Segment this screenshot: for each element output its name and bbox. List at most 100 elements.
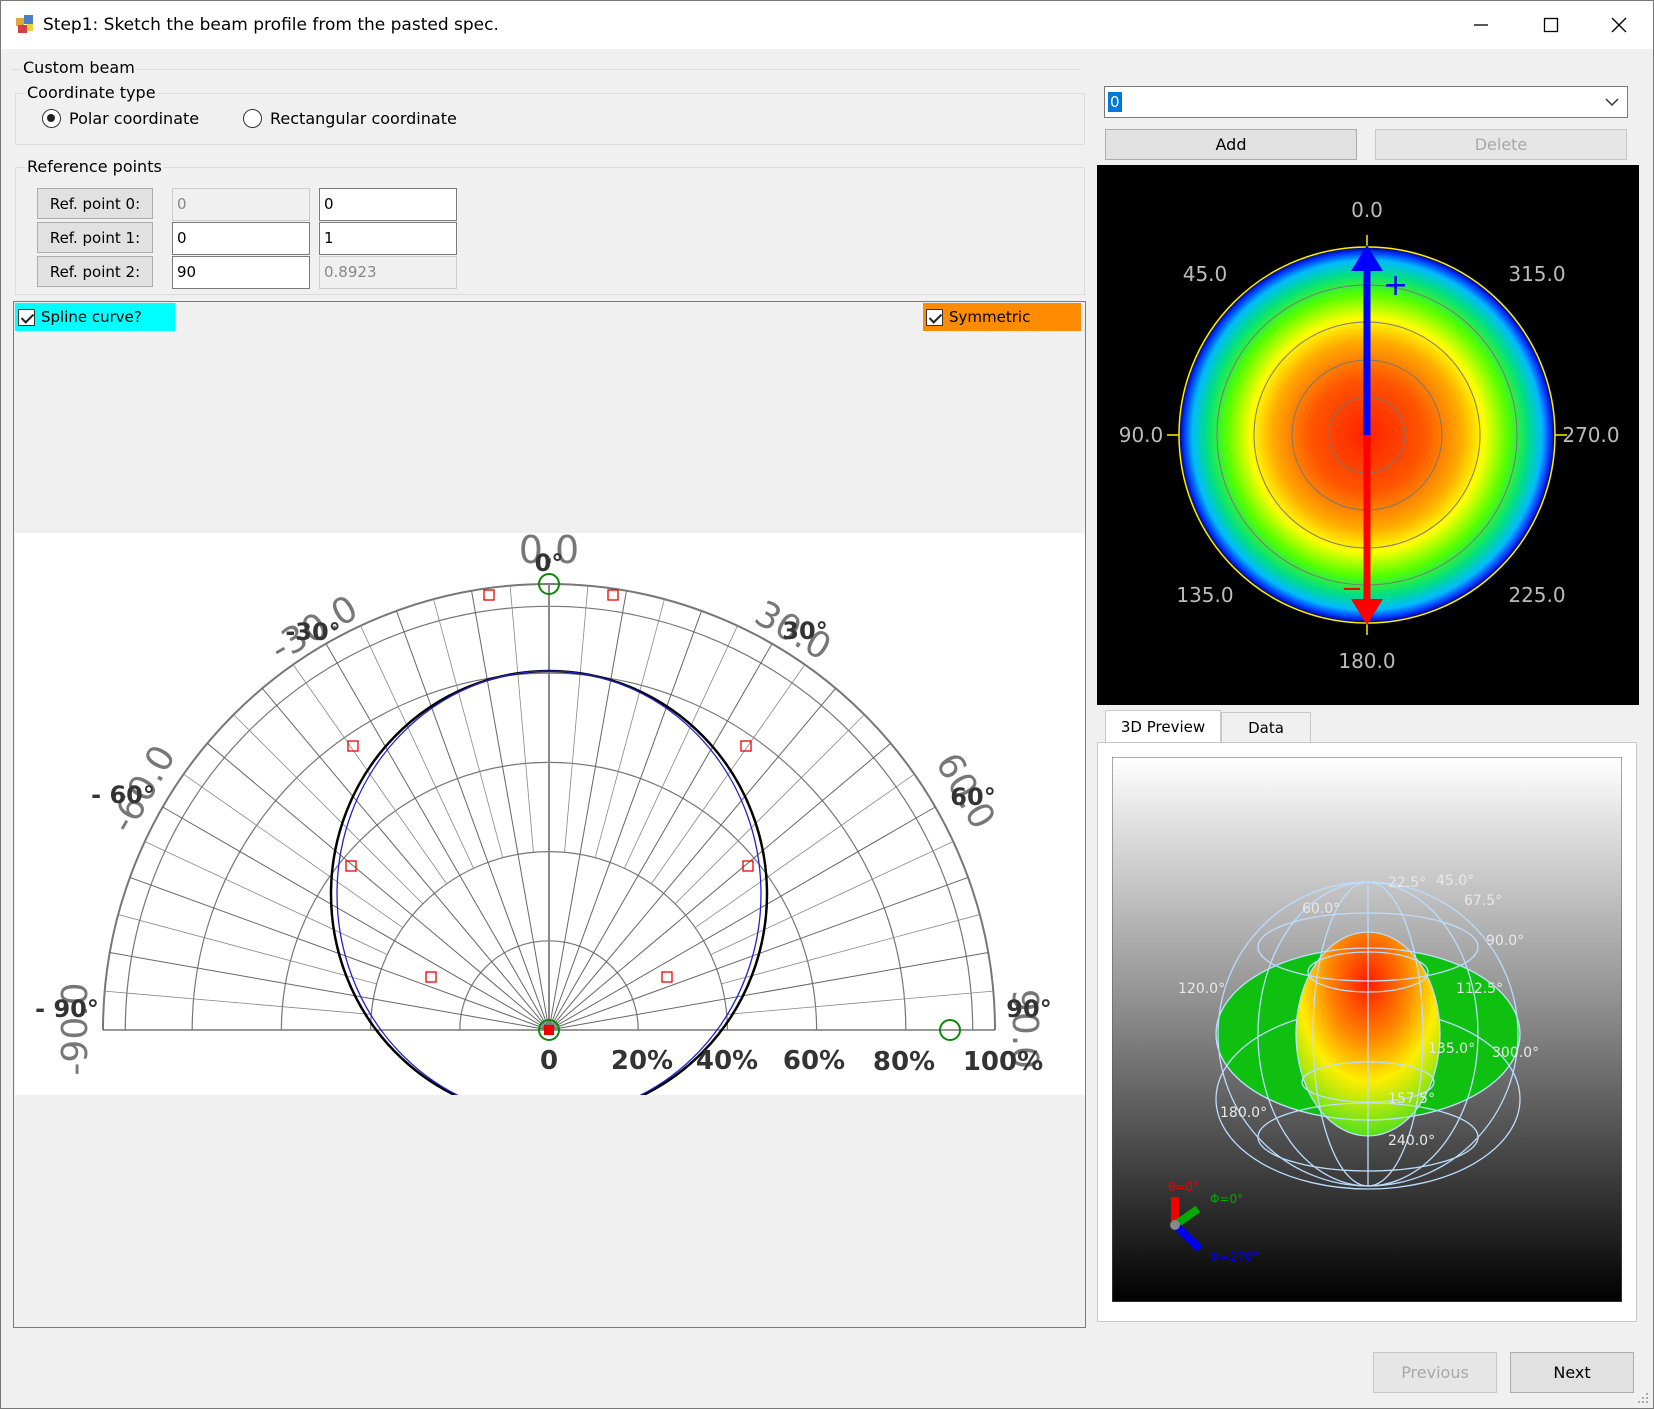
- ref-point-1-value-field[interactable]: 1: [319, 222, 457, 255]
- next-button[interactable]: Next: [1510, 1352, 1634, 1393]
- tab-3d-preview[interactable]: 3D Preview: [1105, 710, 1221, 743]
- minus-icon: −: [1341, 574, 1363, 604]
- ref-point-1-angle-field[interactable]: 0: [172, 222, 310, 255]
- angle-label-m30: -30°: [285, 618, 340, 646]
- preview-label-22-5: 22.5°: [1388, 875, 1426, 891]
- polar-spoke: [548, 590, 627, 1031]
- polar-spoke-minor: [594, 599, 665, 858]
- angle-label-m90-rot: -90.0: [55, 982, 96, 1075]
- profile-select-value: 0: [1108, 92, 1122, 112]
- polar-spoke: [471, 590, 550, 1031]
- polar-spoke-minor: [710, 841, 954, 955]
- control-point[interactable]: [347, 740, 359, 752]
- polar-spoke-minor: [674, 714, 865, 905]
- heatmap-label-270: 270.0: [1562, 423, 1619, 447]
- angle-label-m60: - 60°: [91, 781, 155, 809]
- spline-curve-checkbox[interactable]: Spline curve?: [15, 303, 175, 331]
- preview-label-112-5: 112.5°: [1456, 981, 1503, 997]
- plus-icon: +: [1383, 268, 1408, 303]
- ref-point-2-button[interactable]: Ref. point 2:: [37, 256, 153, 287]
- polar-spoke-minor: [144, 841, 388, 955]
- preview-label-67-5: 67.5°: [1464, 893, 1502, 909]
- minimize-button[interactable]: [1446, 1, 1516, 49]
- polar-coordinate-radio[interactable]: Polar coordinate: [42, 109, 199, 128]
- control-points[interactable]: [345, 589, 754, 983]
- polar-spoke: [395, 610, 550, 1031]
- spline-curve: [336, 670, 762, 1095]
- profile-select[interactable]: 0: [1104, 86, 1628, 118]
- add-button[interactable]: Add: [1105, 129, 1357, 160]
- ref-point-0-value-field[interactable]: 0: [319, 188, 457, 221]
- polar-spoke: [325, 643, 550, 1031]
- angle-label-60: 60°: [950, 783, 995, 811]
- close-button[interactable]: [1584, 1, 1654, 49]
- custom-beam-frame: [11, 69, 1081, 70]
- angle-label-0: 0°: [535, 549, 564, 577]
- polar-spoke-minor: [183, 773, 404, 929]
- heatmap-label-45: 45.0: [1183, 262, 1228, 286]
- control-point[interactable]: [425, 971, 437, 983]
- radio-unselected-icon: [243, 109, 262, 128]
- axis-phi0-label: Φ=0°: [1210, 1192, 1243, 1206]
- heatmap-label-135: 135.0: [1176, 583, 1233, 607]
- angle-label-30: 30°: [782, 617, 827, 645]
- tab-data[interactable]: Data: [1221, 712, 1311, 742]
- polar-spoke-minor: [509, 585, 534, 853]
- preview-label-157-5: 157.5°: [1388, 1091, 1435, 1107]
- polar-spoke: [548, 643, 773, 1031]
- rectangular-coordinate-label: Rectangular coordinate: [270, 109, 457, 128]
- radial-label-0: 0: [540, 1046, 558, 1076]
- control-point[interactable]: [607, 589, 619, 601]
- polar-spoke: [548, 742, 891, 1031]
- delete-button: Delete: [1375, 129, 1627, 160]
- ref-point-1-button[interactable]: Ref. point 1:: [37, 222, 153, 253]
- previous-button: Previous: [1373, 1352, 1497, 1393]
- polar-spoke: [109, 952, 550, 1031]
- coordinate-type-frame: [15, 93, 1085, 145]
- rectangular-coordinate-radio[interactable]: Rectangular coordinate: [243, 109, 457, 128]
- preview-label-240: 240.0°: [1388, 1133, 1435, 1149]
- polar-spoke-minor: [233, 714, 424, 905]
- spline-curve-label: Spline curve?: [41, 308, 142, 326]
- ref-point-marker-top[interactable]: [538, 573, 560, 595]
- heatmap-label-90: 90.0: [1119, 423, 1164, 447]
- symmetric-checkbox[interactable]: Symmetric: [923, 303, 1081, 331]
- reference-points-label: Reference points: [25, 157, 164, 176]
- window-title: Step1: Sketch the beam profile from the …: [43, 15, 499, 35]
- resize-grip-icon[interactable]: [1637, 1392, 1649, 1404]
- angle-label-90-rot: 90.0: [1004, 989, 1045, 1069]
- ref-point-2-value-field: 0.8923: [319, 256, 457, 289]
- polar-beam-chart[interactable]: 0.0 0° -30.0 -30° 30.0 30° -60.0 - 60° 6…: [15, 533, 1085, 1095]
- polar-spoke: [548, 952, 989, 1031]
- axis-phi270-label: Φ=270°: [1210, 1250, 1258, 1264]
- radial-label-60: 60%: [783, 1046, 845, 1076]
- polar-spoke-minor: [360, 625, 474, 869]
- polar-spoke-minor: [694, 773, 915, 929]
- polar-spoke: [548, 688, 837, 1031]
- preview-label-45: 45.0°: [1436, 873, 1474, 889]
- angle-label-m90: - 90°: [35, 995, 99, 1023]
- maximize-button[interactable]: [1516, 1, 1586, 49]
- angle-label-90: 90°: [1006, 995, 1051, 1023]
- polar-coordinate-label: Polar coordinate: [69, 109, 200, 128]
- preview-label-120: 120.0°: [1178, 981, 1225, 997]
- control-point[interactable]: [742, 860, 754, 872]
- control-point[interactable]: [661, 971, 673, 983]
- heatmap-label-225: 225.0: [1508, 583, 1565, 607]
- symmetric-label: Symmetric: [949, 308, 1031, 326]
- control-point[interactable]: [740, 740, 752, 752]
- ref-point-marker-90[interactable]: [939, 1019, 961, 1041]
- ref-point-0-button[interactable]: Ref. point 0:: [37, 188, 153, 219]
- ref-point-2-angle-field[interactable]: 90: [172, 256, 310, 289]
- heatmap-label-0: 0.0: [1351, 198, 1383, 222]
- ref-point-marker-origin[interactable]: [538, 1019, 560, 1041]
- preview-label-300: 300.0°: [1492, 1045, 1539, 1061]
- preview-3d-view[interactable]: 22.5° 45.0° 67.5° 90.0° 60.0° 120.0° 112…: [1112, 757, 1622, 1302]
- custom-beam-label: Custom beam: [21, 58, 137, 77]
- minimize-icon: [1474, 24, 1488, 26]
- control-point[interactable]: [345, 860, 357, 872]
- polar-spoke-minor: [433, 599, 504, 858]
- control-point[interactable]: [483, 589, 495, 601]
- origin-point: [544, 1025, 554, 1035]
